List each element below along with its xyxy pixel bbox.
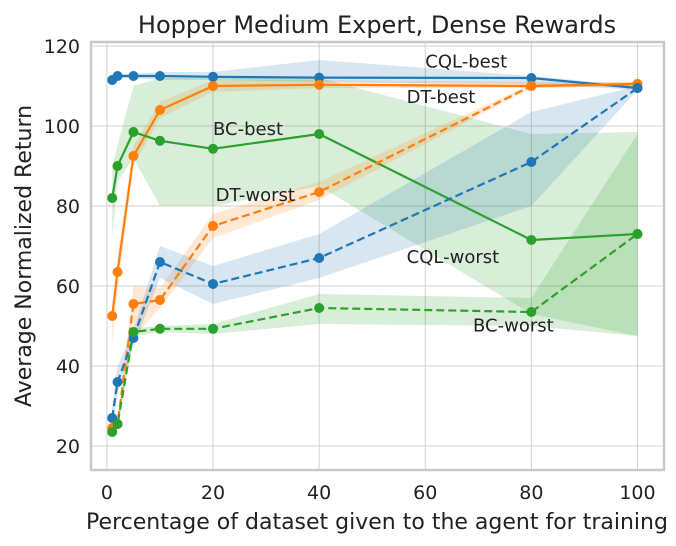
x-tick-label: 0 (101, 482, 113, 504)
y-tick-label: 100 (44, 116, 80, 138)
cql-best-annotation: CQL-best (425, 52, 507, 73)
cql-best-point (154, 71, 165, 81)
cql-best-point (128, 71, 139, 81)
cql-worst-annotation: CQL-worst (407, 247, 500, 268)
y-tick-labels: 20 40 60 80 100 120 (44, 36, 80, 458)
x-tick-label: 20 (201, 482, 225, 504)
cql-worst-point (208, 279, 219, 289)
cql-best-point (112, 71, 123, 81)
bc-best-line (111, 130, 638, 242)
series-lines (111, 74, 639, 433)
x-tick-label: 100 (619, 482, 655, 504)
bc-worst-line (111, 233, 639, 433)
dt-worst-point (314, 187, 325, 197)
cql-best-band (112, 60, 638, 90)
dt-best-point (208, 81, 219, 91)
dt-best-point (107, 311, 118, 321)
bc-best-point (314, 129, 325, 139)
y-tick-label: 80 (56, 196, 80, 218)
bc-worst-point (632, 229, 643, 239)
x-tick-label: 60 (413, 482, 437, 504)
series-annotations: CQL-best DT-best BC-best DT-worst CQL-worst B… (213, 52, 554, 337)
dt-worst-point (154, 295, 165, 305)
y-tick-label: 60 (56, 276, 80, 298)
grid (91, 42, 664, 470)
cql-best-point (526, 73, 537, 83)
dt-best-annotation: DT-best (407, 87, 476, 108)
dt-worst-point (208, 221, 219, 231)
dt-worst-point (128, 299, 139, 309)
bc-best-point (526, 235, 537, 245)
bc-worst-point (154, 323, 165, 334)
bc-worst-point (107, 427, 118, 437)
x-tick-labels: 0 20 40 60 80 100 (101, 482, 656, 504)
bc-worst-point (208, 323, 219, 334)
cql-worst-band (112, 86, 638, 430)
plot-frame (89, 40, 666, 472)
bc-worst-point (314, 303, 325, 313)
data-points (107, 71, 643, 437)
cql-worst-point (314, 253, 325, 263)
x-tick-label: 80 (519, 482, 543, 504)
cql-best-point (314, 72, 325, 83)
dt-best-point (154, 105, 165, 115)
y-axis-label: Average Normalized Return (12, 105, 37, 407)
dt-worst-annotation: DT-worst (216, 185, 295, 206)
bc-best-band (112, 78, 638, 336)
bc-best-point (112, 161, 123, 171)
dt-best-line (111, 82, 638, 317)
cql-worst-point (154, 257, 165, 267)
bc-best-annotation: BC-best (213, 119, 283, 140)
y-tick-label: 20 (56, 436, 80, 458)
x-axis-label: Percentage of dataset given to the agent… (86, 510, 668, 535)
bc-worst-point (128, 327, 139, 337)
x-tick-label: 40 (307, 482, 331, 504)
dt-best-point (112, 267, 123, 277)
dt-best-band (112, 80, 638, 346)
cql-worst-point (112, 377, 123, 387)
dt-best-point (314, 79, 325, 90)
bc-best-point (154, 135, 165, 146)
dt-worst-point (526, 81, 537, 91)
bc-worst-point (112, 419, 123, 429)
dt-best-point (128, 151, 139, 161)
cql-worst-point (632, 83, 643, 93)
cql-worst-point (526, 157, 537, 167)
y-tick-label: 40 (56, 356, 80, 378)
bc-worst-annotation: BC-worst (473, 316, 554, 337)
y-tick-label: 120 (44, 36, 80, 58)
bc-best-point (208, 143, 219, 154)
cql-best-point (208, 71, 219, 82)
bc-worst-point (526, 307, 537, 317)
confidence-bands (112, 60, 638, 434)
bc-best-point (107, 193, 118, 203)
chart-title: Hopper Medium Expert, Dense Rewards (138, 11, 616, 39)
bc-best-point (128, 127, 139, 137)
cql-worst-line (111, 87, 639, 419)
